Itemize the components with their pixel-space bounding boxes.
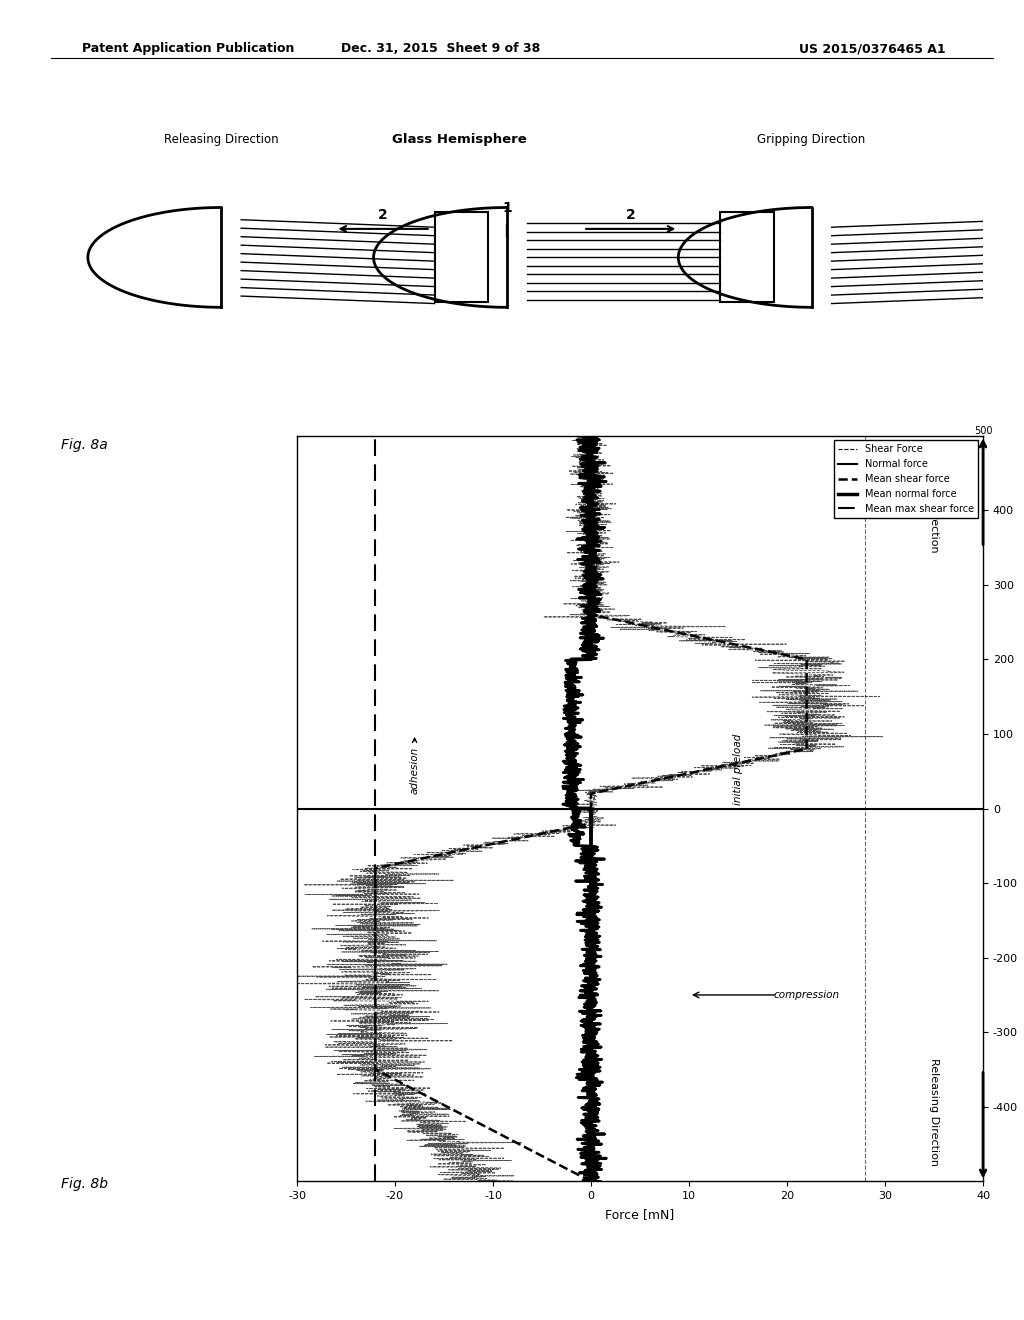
Bar (434, 213, 487, 302)
X-axis label: Force [mN]: Force [mN] (605, 1208, 675, 1221)
Text: US 2015/0376465 A1: US 2015/0376465 A1 (799, 42, 945, 55)
Text: Fig. 8b: Fig. 8b (61, 1177, 109, 1191)
Text: Fig. 8a: Fig. 8a (61, 438, 109, 451)
Text: 2: 2 (378, 207, 388, 222)
Text: 1: 1 (502, 201, 512, 215)
Text: Dec. 31, 2015  Sheet 9 of 38: Dec. 31, 2015 Sheet 9 of 38 (341, 42, 540, 55)
Text: 500: 500 (974, 425, 992, 436)
Text: Releasing Direction: Releasing Direction (929, 1059, 939, 1167)
Text: compression: compression (773, 990, 840, 1001)
Text: Releasing Direction: Releasing Direction (164, 132, 279, 145)
Text: Gripping Direction: Gripping Direction (758, 132, 865, 145)
Text: initial preload: initial preload (733, 734, 743, 805)
Text: adhesion: adhesion (410, 738, 420, 793)
Bar (720, 213, 773, 302)
Text: 2: 2 (626, 207, 636, 222)
Text: Glass Hemisphere: Glass Hemisphere (392, 132, 526, 145)
Text: Patent Application Publication: Patent Application Publication (82, 42, 294, 55)
Legend: Shear Force, Normal force, Mean shear force, Mean normal force, Mean max shear f: Shear Force, Normal force, Mean shear fo… (835, 441, 978, 517)
Text: Gripping Direction: Gripping Direction (929, 450, 939, 552)
